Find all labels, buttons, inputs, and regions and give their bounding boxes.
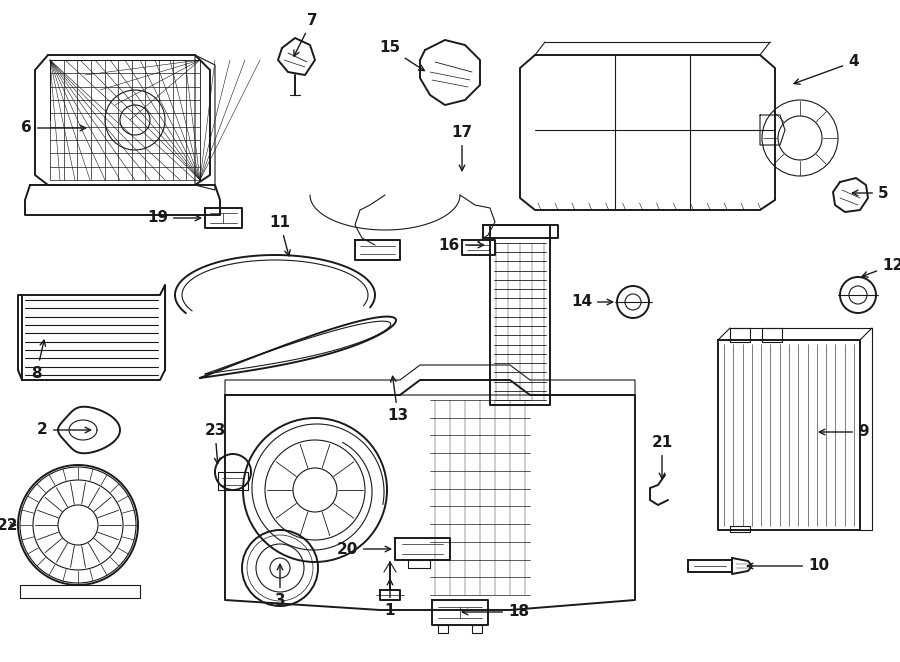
Text: 2: 2 bbox=[37, 422, 91, 438]
Text: 23: 23 bbox=[204, 423, 226, 463]
Text: 13: 13 bbox=[387, 376, 409, 423]
Text: 19: 19 bbox=[147, 211, 201, 226]
Text: 9: 9 bbox=[819, 424, 868, 440]
Text: 22: 22 bbox=[0, 518, 18, 532]
Text: 11: 11 bbox=[269, 215, 291, 256]
Text: 1: 1 bbox=[385, 579, 395, 618]
Text: 10: 10 bbox=[747, 559, 829, 573]
Text: 21: 21 bbox=[652, 435, 672, 479]
Text: 8: 8 bbox=[32, 340, 46, 381]
Text: 16: 16 bbox=[439, 238, 483, 252]
Text: 20: 20 bbox=[337, 542, 391, 557]
Text: 7: 7 bbox=[294, 13, 318, 56]
Text: 17: 17 bbox=[452, 125, 472, 171]
Text: 5: 5 bbox=[852, 185, 888, 201]
Text: 3: 3 bbox=[274, 564, 285, 608]
Text: 6: 6 bbox=[22, 120, 86, 136]
Text: 14: 14 bbox=[571, 295, 613, 310]
Text: 12: 12 bbox=[862, 258, 900, 277]
Text: 18: 18 bbox=[463, 604, 529, 620]
Text: 15: 15 bbox=[379, 40, 425, 71]
Text: 4: 4 bbox=[794, 54, 859, 84]
